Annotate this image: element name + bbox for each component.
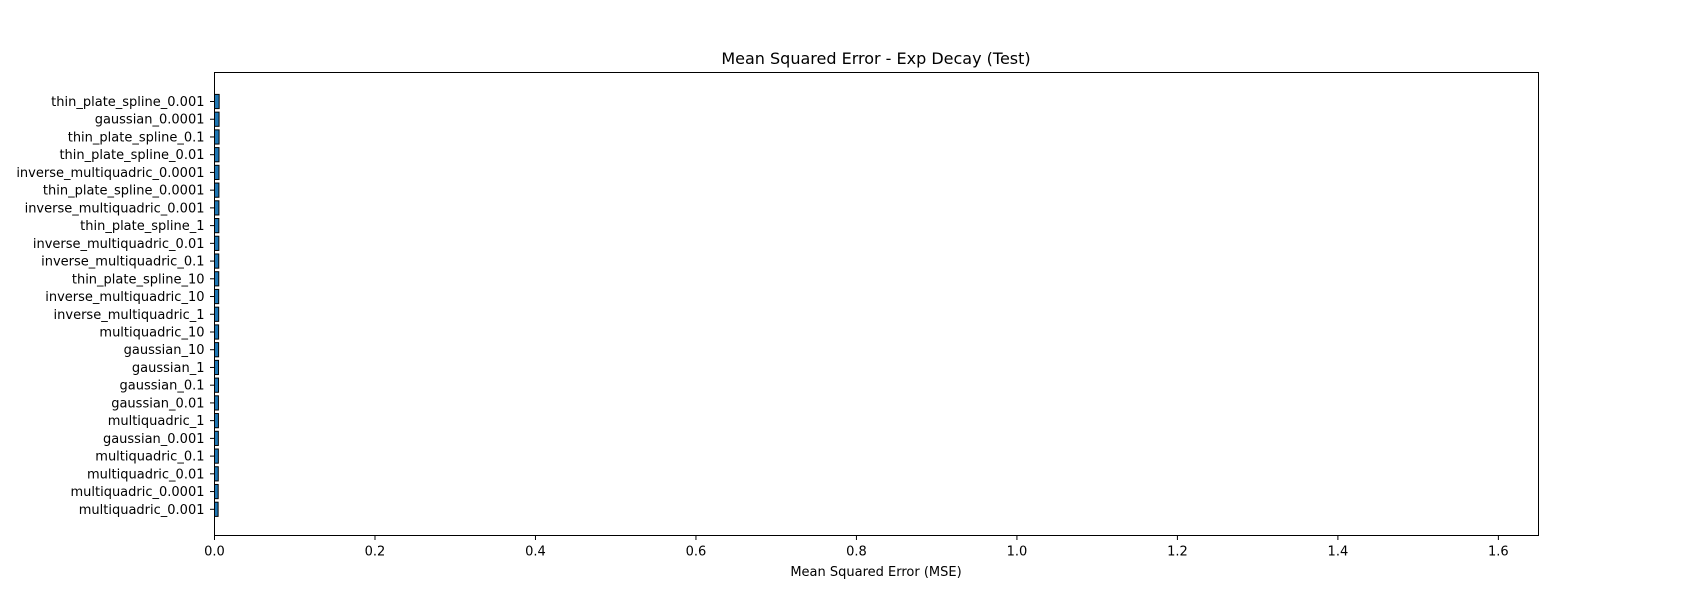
bar-gaussian_0.01 bbox=[214, 395, 219, 411]
bar-gaussian_0.0001 bbox=[214, 111, 220, 127]
y-tick-label: multiquadric_10 bbox=[99, 325, 204, 340]
x-tick-label: 0.2 bbox=[365, 545, 386, 560]
x-tick-label: 1.6 bbox=[1488, 545, 1509, 560]
x-tick-label: 0.4 bbox=[525, 545, 546, 560]
y-tick-label: thin_plate_spline_0.0001 bbox=[43, 184, 205, 199]
bars-layer bbox=[214, 93, 220, 517]
y-tick-label: multiquadric_0.01 bbox=[87, 467, 204, 482]
bar-gaussian_1 bbox=[214, 359, 220, 376]
bar-multiquadric_0.01 bbox=[214, 466, 219, 482]
x-tick-label: 0.0 bbox=[204, 545, 225, 560]
y-tick-label: inverse_multiquadric_1 bbox=[54, 308, 205, 323]
y-tick-label: thin_plate_spline_0.01 bbox=[59, 148, 204, 163]
bar-thin_plate_spline_1 bbox=[214, 218, 220, 234]
y-tick-label: thin_plate_spline_0.1 bbox=[68, 130, 205, 145]
bar-thin_plate_spline_0.0001 bbox=[214, 182, 220, 198]
y-tick-label: gaussian_0.001 bbox=[103, 432, 205, 447]
bar-gaussian_0.001 bbox=[214, 430, 219, 446]
y-tick-label: inverse_multiquadric_10 bbox=[45, 290, 204, 305]
x-tick-label: 1.2 bbox=[1167, 545, 1188, 560]
y-tick-label: gaussian_10 bbox=[124, 343, 205, 358]
bar-inverse_multiquadric_0.0001 bbox=[214, 164, 220, 181]
bar-inverse_multiquadric_0.001 bbox=[214, 200, 220, 216]
y-tick-label: multiquadric_0.0001 bbox=[70, 485, 204, 500]
plot-frame bbox=[214, 72, 1539, 536]
bar-multiquadric_0.001 bbox=[214, 501, 219, 517]
bar-multiquadric_0.1 bbox=[214, 448, 219, 464]
bar-inverse_multiquadric_0.01 bbox=[214, 235, 220, 251]
bar-thin_plate_spline_10 bbox=[214, 271, 220, 287]
bar-thin_plate_spline_0.01 bbox=[214, 147, 220, 163]
x-tick-label: 1.4 bbox=[1328, 545, 1349, 560]
bar-thin_plate_spline_0.001 bbox=[214, 93, 220, 110]
bar-gaussian_10 bbox=[214, 342, 220, 358]
y-tick-label: inverse_multiquadric_0.0001 bbox=[16, 166, 204, 181]
bar-multiquadric_0.0001 bbox=[214, 483, 219, 500]
y-tick-label: gaussian_1 bbox=[132, 361, 205, 376]
x-axis: 0.0 0.2 0.4 0.6 0.8 1.0 1.2 1.4 1.6 bbox=[204, 535, 1509, 560]
y-tick-label: thin_plate_spline_0.001 bbox=[51, 95, 204, 110]
bar-multiquadric_10 bbox=[214, 324, 220, 340]
y-axis: thin_plate_spline_0.001 gaussian_0.0001th… bbox=[16, 95, 215, 518]
y-tick-label: multiquadric_1 bbox=[108, 414, 205, 429]
bar-gaussian_0.1 bbox=[214, 377, 220, 393]
y-tick-label: inverse_multiquadric_0.1 bbox=[41, 255, 204, 270]
x-tick-label: 1.0 bbox=[1007, 545, 1028, 560]
x-tick-label: 0.8 bbox=[846, 545, 867, 560]
y-tick-label: inverse_multiquadric_0.001 bbox=[25, 201, 205, 216]
y-tick-label: multiquadric_0.001 bbox=[79, 503, 205, 518]
y-tick-label: gaussian_0.1 bbox=[120, 379, 205, 394]
chart-title: Mean Squared Error - Exp Decay (Test) bbox=[721, 49, 1030, 68]
bar-inverse_multiquadric_1 bbox=[214, 306, 220, 322]
y-tick-label: thin_plate_spline_1 bbox=[80, 219, 204, 234]
y-tick-label: inverse_multiquadric_0.01 bbox=[33, 237, 205, 252]
bar-inverse_multiquadric_10 bbox=[214, 288, 220, 305]
bar-thin_plate_spline_0.1 bbox=[214, 129, 220, 145]
bar-multiquadric_1 bbox=[214, 413, 219, 429]
bar-inverse_multiquadric_0.1 bbox=[214, 253, 220, 269]
y-tick-label: gaussian_0.01 bbox=[111, 396, 204, 411]
y-tick-label: multiquadric_0.1 bbox=[95, 450, 204, 465]
x-axis-label: Mean Squared Error (MSE) bbox=[790, 565, 961, 580]
y-tick-label: gaussian_0.0001 bbox=[95, 113, 205, 128]
x-tick-label: 0.6 bbox=[686, 545, 707, 560]
y-tick-label: thin_plate_spline_10 bbox=[72, 272, 205, 287]
